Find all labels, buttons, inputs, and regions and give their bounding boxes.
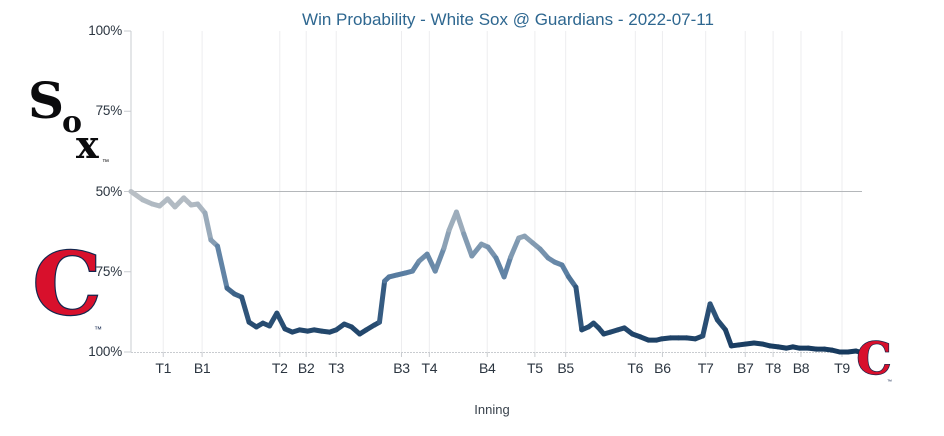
x-tick-label: B6: [654, 360, 671, 376]
win-probability-line-segment: [453, 209, 467, 237]
x-tick-label: B5: [557, 360, 574, 376]
win-probability-line-segment: [461, 231, 475, 259]
y-tick-label: 100%: [88, 344, 122, 359]
win-probability-line-segment: [432, 245, 447, 274]
guardians-logo-endpoint: C ™: [856, 334, 894, 386]
win-probability-line-segment: [441, 227, 452, 251]
win-probability-line-segment: [573, 284, 585, 333]
x-tick-label: T5: [527, 360, 543, 376]
x-axis-title: Inning: [474, 402, 510, 417]
x-tick-label: B7: [736, 360, 754, 376]
y-tick-label: 100%: [88, 23, 122, 38]
x-tick-label: T6: [627, 360, 644, 376]
sox-letter-o: o: [62, 105, 82, 140]
x-tick-label: B2: [297, 360, 315, 376]
win-probability-line-segment: [214, 243, 230, 291]
x-tick-label: B8: [792, 360, 810, 376]
chart-title: Win Probability - White Sox @ Guardians …: [302, 10, 714, 29]
win-probability-line-segment: [239, 294, 252, 325]
x-tick-label: B1: [193, 360, 211, 376]
win-probability-line-segment: [501, 254, 514, 280]
win-probability-line-segment: [376, 278, 388, 325]
white-sox-logo-icon: S o x ™: [27, 72, 109, 166]
y-tick-label: 50%: [95, 183, 123, 199]
win-probability-line-segment: [700, 301, 713, 339]
x-tick-label: T1: [155, 360, 172, 376]
guardians-endpoint-trademark: ™: [887, 379, 892, 385]
guardians-letter-c: C: [33, 238, 101, 335]
x-tick-label: T4: [421, 360, 438, 376]
sox-letter-x: x: [76, 122, 99, 166]
win-probability-line-segment: [274, 310, 288, 332]
x-tick-label: T9: [834, 360, 850, 376]
win-probability-line-segment: [508, 235, 522, 260]
x-tick-label: T3: [328, 360, 345, 376]
x-tick-label: T8: [765, 360, 781, 376]
win-probability-line-segment: [469, 241, 484, 259]
y-tick-label: 75%: [95, 263, 123, 279]
sox-letter-s: S: [28, 72, 64, 130]
y-tick-label: 75%: [95, 103, 123, 119]
x-tick-label: T7: [697, 360, 714, 376]
sox-trademark: ™: [102, 159, 109, 166]
win-probability-line-segment: [853, 348, 863, 355]
win-probability-line-segment: [722, 327, 734, 349]
white-sox-logo: S o x ™: [26, 72, 110, 166]
win-probability-line-segment: [202, 210, 214, 243]
guardians-logo-icon: C ™: [32, 238, 103, 336]
guardians-logo: C ™: [30, 238, 106, 336]
x-tick-label: B4: [478, 360, 496, 376]
win-probability-line-segment: [707, 301, 720, 323]
guardians-trademark: ™: [94, 325, 102, 334]
x-tick-label: T2: [271, 360, 288, 376]
guardians-endpoint-letter-c: C: [856, 334, 891, 385]
guardians-endpoint-icon: C ™: [856, 334, 892, 386]
x-tick-label: B3: [393, 360, 410, 376]
